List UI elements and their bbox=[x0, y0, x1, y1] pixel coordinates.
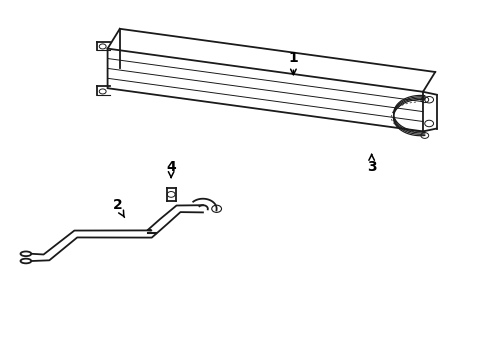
Text: 3: 3 bbox=[366, 154, 376, 174]
Text: 4: 4 bbox=[166, 161, 176, 177]
Text: 2: 2 bbox=[112, 198, 124, 217]
Text: 1: 1 bbox=[288, 51, 298, 75]
